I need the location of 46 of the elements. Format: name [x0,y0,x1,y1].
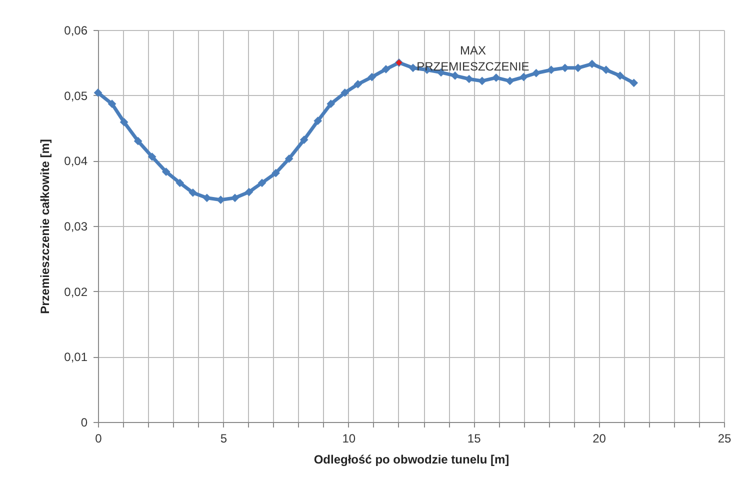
point [134,136,142,146]
point [216,196,225,204]
point [492,74,500,82]
x-tick-label: 0 [95,432,102,446]
point [532,68,540,78]
x-tick-label: 15 [467,432,482,446]
point [284,154,294,163]
point [300,136,308,144]
point [272,168,280,178]
point [616,72,624,80]
point [368,72,376,82]
point [340,88,350,97]
point [630,78,638,88]
point [108,100,116,108]
point [176,178,184,188]
point [120,118,128,126]
annotation: MAX PRZEMIESZCZENIE [416,44,530,74]
point [244,188,254,196]
point [382,65,390,74]
x-axis-title: Odległość po obwodzie tunelu [m] [314,452,510,466]
y-tick-label: 0,03 [64,220,88,234]
point [148,152,156,161]
point [506,76,514,86]
x-tick-label: 5 [220,432,228,446]
point [547,66,556,74]
point [588,60,596,68]
point [162,168,170,176]
point [450,72,460,80]
point [188,188,198,197]
point [258,178,266,188]
y-tick-label: 0,05 [64,88,88,103]
y-tick-label: 0,06 [64,24,88,38]
point [326,100,336,108]
y-axis-title: Przemieszczenie całkowite [m] [38,139,52,314]
y-tick-label: 0 [80,416,88,430]
x-tick-label: 20 [592,432,606,446]
point [94,88,102,97]
point [314,116,322,125]
y-tick-label: 0,02 [64,284,88,299]
y-tick-label: 0,01 [64,350,88,364]
x-tick-label: 10 [342,432,356,446]
x-tick-label: 25 [718,432,732,446]
point [519,72,528,82]
point [602,66,610,74]
point [354,80,362,88]
y-tick-label: 0,04 [64,154,88,168]
